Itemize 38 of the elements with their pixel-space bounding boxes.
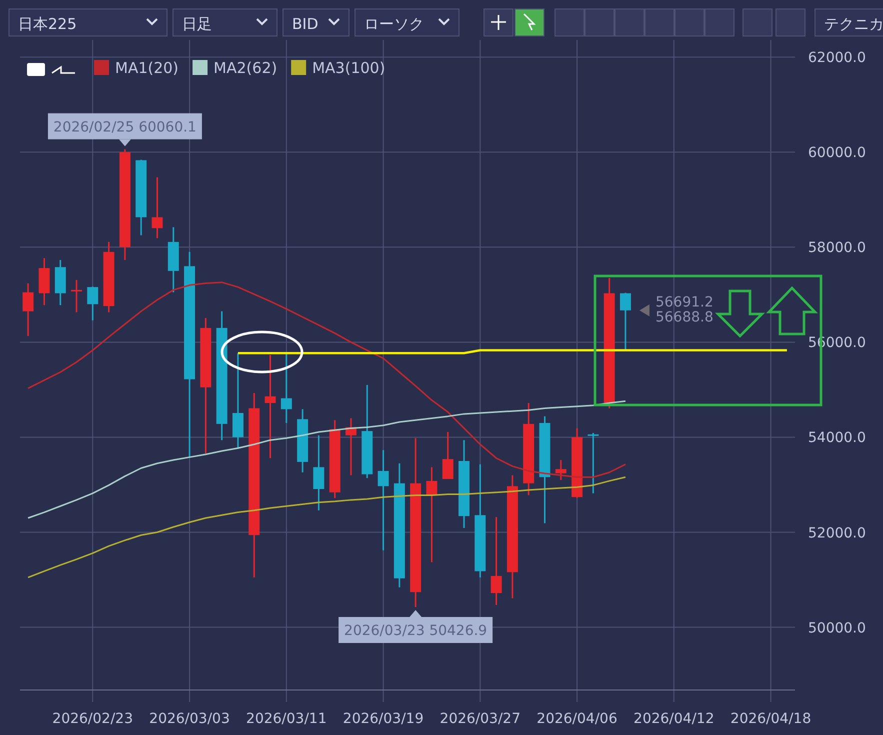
candlestick — [588, 432, 599, 494]
ytick: 52000.0 — [808, 525, 866, 542]
candlestick — [490, 516, 502, 606]
tooltip: 2026/02/25 60060.1 — [48, 113, 202, 146]
annotation: 2026/02/25 60060.1 — [53, 119, 196, 136]
candlestick — [378, 449, 389, 552]
candlestick — [620, 292, 631, 352]
candlestick — [22, 282, 34, 337]
xtick: 2026/03/11 — [246, 711, 327, 727]
candlestick — [152, 176, 163, 239]
candlestick — [264, 354, 276, 459]
legend-label: MA2(62) — [214, 59, 278, 77]
candlestick — [426, 466, 438, 563]
xtick: 2026/04/18 — [730, 711, 812, 727]
candlestick — [87, 286, 98, 322]
xtick: 2026/03/19 — [342, 711, 424, 727]
candlestick — [313, 434, 324, 512]
candlestick — [280, 352, 292, 424]
legend-label: MA3(100) — [312, 59, 386, 77]
ytick: 60000.0 — [808, 145, 866, 162]
ytick: 62000.0 — [808, 50, 866, 66]
ytick: 54000.0 — [808, 430, 866, 446]
candlestick — [71, 279, 82, 314]
ytick: 50000.0 — [808, 620, 866, 636]
xtick: 2026/04/12 — [634, 711, 714, 727]
xtick: 2026/03/03 — [149, 711, 230, 727]
xtick: 2026/04/06 — [536, 711, 618, 727]
xtick: 2026/03/27 — [440, 711, 520, 727]
toolbar: 日本225 日足 BID ローソク テクニカ — [8, 8, 883, 36]
candlestick — [555, 459, 566, 481]
annotation: 56691.2 — [655, 294, 714, 310]
ytick: 58000.0 — [808, 240, 866, 256]
candlestick — [442, 431, 454, 480]
annotation: 2026/03/23 50426.9 — [344, 622, 488, 639]
annotation: 56688.8 — [655, 309, 714, 326]
legend-label: MA1(20) — [115, 59, 179, 77]
xtick: 2026/02/23 — [52, 711, 133, 727]
tooltip: 2026/03/23 50426.9 — [338, 610, 493, 643]
